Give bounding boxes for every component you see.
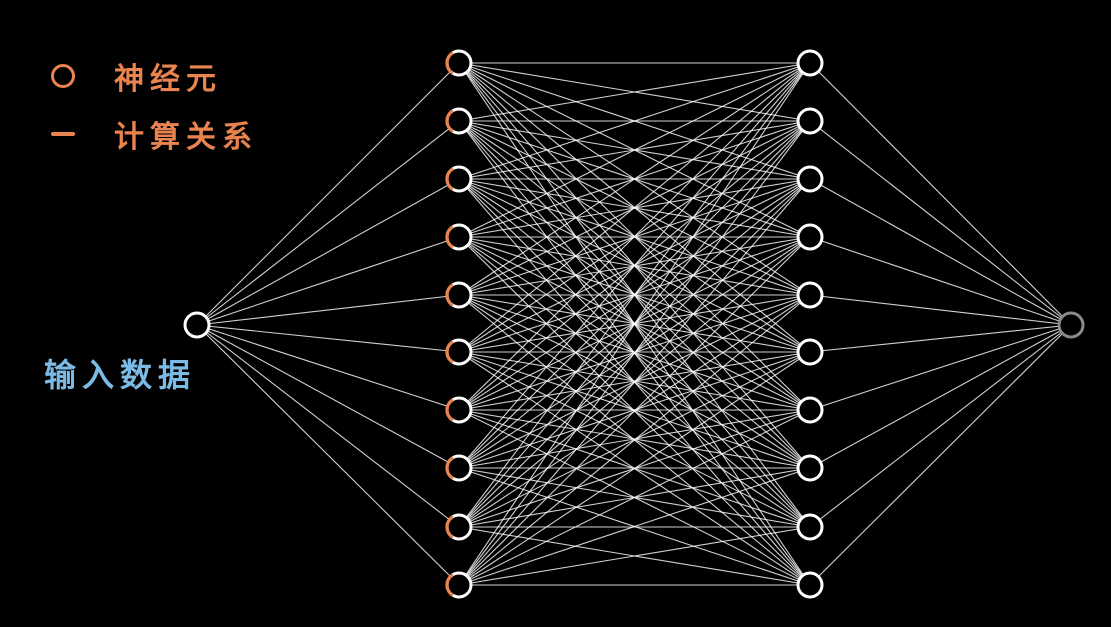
edge-l1-9-l2-5 — [458, 351, 811, 586]
highlight-arc-l1-5 — [445, 340, 454, 364]
legend-edge: 计算关系 — [50, 112, 258, 156]
edge-l1-6-l2-0 — [458, 62, 811, 411]
highlight-arc-l1-9 — [445, 573, 454, 597]
edge-l0-0-l1-5 — [196, 324, 460, 353]
edge-l1-3-l2-0 — [458, 62, 811, 238]
edge-l1-9-l2-4 — [458, 294, 811, 586]
hidden-neuron-l2-3 — [796, 223, 824, 251]
edge-l1-9-l2-8 — [458, 526, 811, 586]
edge-l1-5-l2-0 — [458, 62, 811, 353]
highlight-arc-l1-3 — [445, 225, 454, 249]
edge-l2-3-l3-0 — [809, 236, 1072, 326]
hidden-neuron-l2-7 — [796, 454, 824, 482]
edge-l2-0-l3-0 — [809, 62, 1072, 326]
highlight-arc-l1-6 — [445, 398, 454, 422]
edge-l1-9-l2-3 — [458, 236, 811, 586]
highlight-arc-l1-7 — [445, 456, 454, 480]
edge-l1-8-l2-0 — [458, 62, 811, 528]
edge-l0-0-l1-3 — [196, 236, 460, 326]
hidden-neuron-l2-9 — [796, 571, 824, 599]
hidden-neuron-l2-0 — [796, 49, 824, 77]
edge-l0-0-l1-1 — [196, 120, 460, 326]
edge-l2-1-l3-0 — [809, 120, 1072, 326]
edge-l2-5-l3-0 — [809, 324, 1072, 353]
connection-lines — [196, 62, 1072, 586]
input-neuron — [183, 311, 211, 339]
edge-l1-9-l2-1 — [458, 120, 811, 586]
output-neuron — [1057, 311, 1085, 339]
edge-l1-2-l2-0 — [458, 62, 811, 180]
edge-l2-7-l3-0 — [809, 324, 1072, 469]
edge-l1-9-l2-0 — [458, 62, 811, 586]
edge-l0-0-l1-6 — [196, 324, 460, 411]
neurons — [183, 49, 1085, 599]
edge-l0-0-l1-9 — [196, 324, 460, 586]
highlight-arc-l1-1 — [445, 109, 454, 133]
edge-l0-0-l1-0 — [196, 62, 460, 326]
edge-l1-7-l2-0 — [458, 62, 811, 469]
circle-icon — [50, 63, 76, 89]
hidden-neuron-l2-2 — [796, 165, 824, 193]
legend-neuron-label: 神经元 — [114, 62, 222, 97]
edge-l2-8-l3-0 — [809, 324, 1072, 528]
edge-l2-6-l3-0 — [809, 324, 1072, 411]
line-icon — [50, 121, 76, 147]
edge-l0-0-l1-7 — [196, 324, 460, 469]
edge-l1-1-l2-0 — [458, 62, 811, 122]
edge-l1-9-l2-2 — [458, 178, 811, 586]
hidden-neuron-l2-4 — [796, 281, 824, 309]
edge-l1-9-l2-6 — [458, 409, 811, 586]
edge-l2-9-l3-0 — [809, 324, 1072, 586]
edge-l0-0-l1-8 — [196, 324, 460, 528]
legend-edge-label: 计算关系 — [114, 120, 258, 155]
legend-neuron: 神经元 — [50, 54, 222, 98]
edge-l2-2-l3-0 — [809, 178, 1072, 326]
hidden-neuron-l2-6 — [796, 396, 824, 424]
highlight-arc-l1-8 — [445, 515, 454, 539]
edge-l2-4-l3-0 — [809, 294, 1072, 326]
edge-l0-0-l1-4 — [196, 294, 460, 326]
highlight-arc-l1-4 — [445, 283, 454, 307]
highlight-arc-l1-0 — [445, 51, 454, 75]
hidden-neuron-l2-5 — [796, 338, 824, 366]
hidden-neuron-l2-1 — [796, 107, 824, 135]
edge-l1-4-l2-0 — [458, 62, 811, 296]
hidden-neuron-l2-8 — [796, 513, 824, 541]
highlight-arc-l1-2 — [445, 167, 454, 191]
edge-l1-9-l2-7 — [458, 467, 811, 586]
edge-l0-0-l1-2 — [196, 178, 460, 326]
input-data-label: 输入数据 — [44, 356, 197, 394]
edge-l1-7-l2-5 — [458, 351, 811, 469]
